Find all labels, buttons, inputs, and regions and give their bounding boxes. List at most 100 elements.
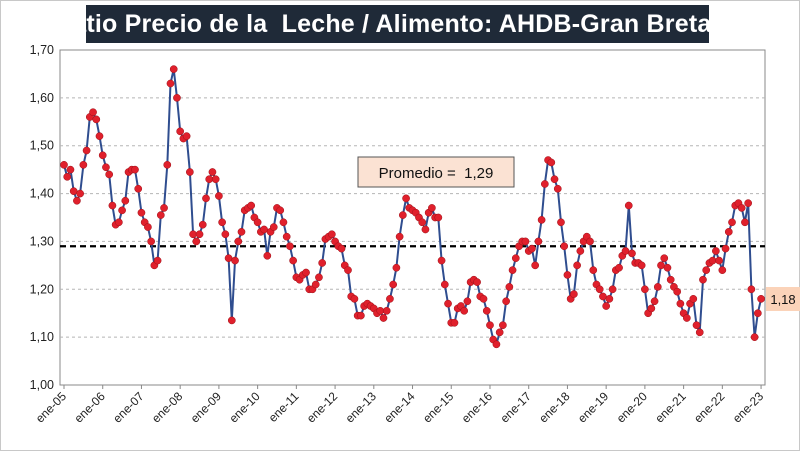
data-point: [650, 297, 659, 306]
data-point: [676, 299, 685, 308]
data-point: [428, 204, 436, 212]
data-point: [753, 309, 762, 318]
data-point: [570, 290, 578, 298]
data-point: [573, 261, 581, 270]
data-point: [247, 201, 256, 210]
data-point: [699, 275, 707, 284]
data-point: [495, 328, 504, 337]
data-point: [66, 165, 75, 174]
data-point: [302, 268, 310, 277]
data-point: [712, 247, 720, 255]
data-point: [605, 295, 614, 303]
data-point: [186, 168, 194, 176]
data-point: [198, 220, 207, 229]
data-point: [553, 184, 562, 193]
x-tick-label: ene-15: [420, 389, 457, 426]
data-point: [402, 194, 410, 203]
data-point: [115, 218, 123, 227]
data-point: [395, 232, 404, 241]
y-tick-label: 1,40: [30, 187, 54, 201]
data-point: [105, 170, 114, 179]
data-point: [379, 314, 388, 322]
data-point: [695, 328, 704, 337]
data-point: [131, 165, 139, 174]
data-point: [737, 204, 746, 212]
data-point: [169, 65, 178, 73]
data-point: [718, 266, 727, 274]
data-point: [276, 206, 285, 215]
x-tick-label: ene-12: [304, 389, 341, 426]
data-point: [728, 218, 736, 227]
data-point: [557, 218, 565, 227]
data-point: [724, 228, 733, 236]
x-tick-label: ene-11: [266, 389, 302, 425]
x-tick-label: ene-05: [33, 389, 70, 426]
data-point: [231, 256, 239, 265]
data-point: [328, 230, 336, 239]
data-point: [521, 237, 530, 246]
data-point: [234, 237, 243, 246]
data-point: [599, 292, 607, 301]
data-point: [227, 316, 236, 325]
data-point: [440, 280, 449, 289]
data-point: [89, 108, 97, 117]
data-point: [444, 299, 452, 308]
data-point: [269, 223, 278, 231]
data-point: [218, 218, 226, 227]
data-point: [595, 285, 604, 294]
data-point: [286, 242, 294, 251]
data-point: [741, 218, 749, 227]
data-point: [482, 306, 491, 315]
data-point: [147, 237, 155, 246]
data-point: [357, 311, 365, 320]
x-tick-label: ene-20: [614, 389, 651, 426]
x-tick-label: ene-17: [498, 389, 535, 426]
data-point: [434, 213, 443, 222]
data-point: [437, 256, 446, 265]
average-label-box: [357, 156, 515, 188]
chart-title: Ratio Precio de la Leche / Alimento: AHD…: [54, 5, 741, 43]
x-tick-label: ene-07: [110, 389, 147, 426]
data-point: [657, 261, 665, 270]
data-point: [624, 201, 633, 210]
x-tick-label: ene-16: [459, 389, 496, 426]
data-point: [534, 237, 543, 246]
data-point: [224, 254, 233, 263]
y-tick-label: 1,00: [30, 378, 54, 392]
data-point: [318, 259, 327, 267]
data-point: [205, 175, 214, 184]
data-point: [505, 283, 514, 291]
data-point: [102, 163, 110, 172]
data-point: [189, 230, 197, 239]
data-point: [666, 275, 675, 284]
data-point: [689, 295, 698, 303]
data-point: [95, 132, 104, 140]
y-tick-label: 1,30: [30, 234, 54, 248]
data-point: [144, 223, 152, 231]
x-axis-ticks: ene-05 ene-06 ene-07 ene-08 ene-09 ene-10 ene-…: [33, 385, 766, 426]
data-point: [550, 175, 559, 184]
data-point: [192, 237, 201, 246]
data-point: [747, 285, 756, 294]
data-point: [63, 172, 72, 181]
data-point: [376, 306, 385, 315]
data-point: [108, 201, 117, 210]
data-point: [166, 79, 175, 88]
data-point: [156, 211, 165, 219]
data-point: [708, 256, 717, 265]
data-point: [692, 321, 701, 330]
data-point: [263, 251, 272, 260]
data-point: [98, 151, 107, 160]
x-tick-label: ene-19: [575, 389, 612, 426]
data-point: [260, 225, 268, 234]
x-tick-label: ene-21: [652, 389, 689, 426]
data-point: [386, 295, 394, 303]
data-point: [315, 273, 323, 282]
x-tick-label: ene-06: [72, 389, 109, 426]
y-tick-label: 1,60: [30, 91, 54, 105]
y-tick-label: 1,70: [30, 43, 54, 57]
data-point: [560, 242, 569, 251]
x-tick-label: ene-09: [188, 389, 225, 426]
data-point: [576, 247, 585, 255]
data-point: [176, 127, 185, 136]
